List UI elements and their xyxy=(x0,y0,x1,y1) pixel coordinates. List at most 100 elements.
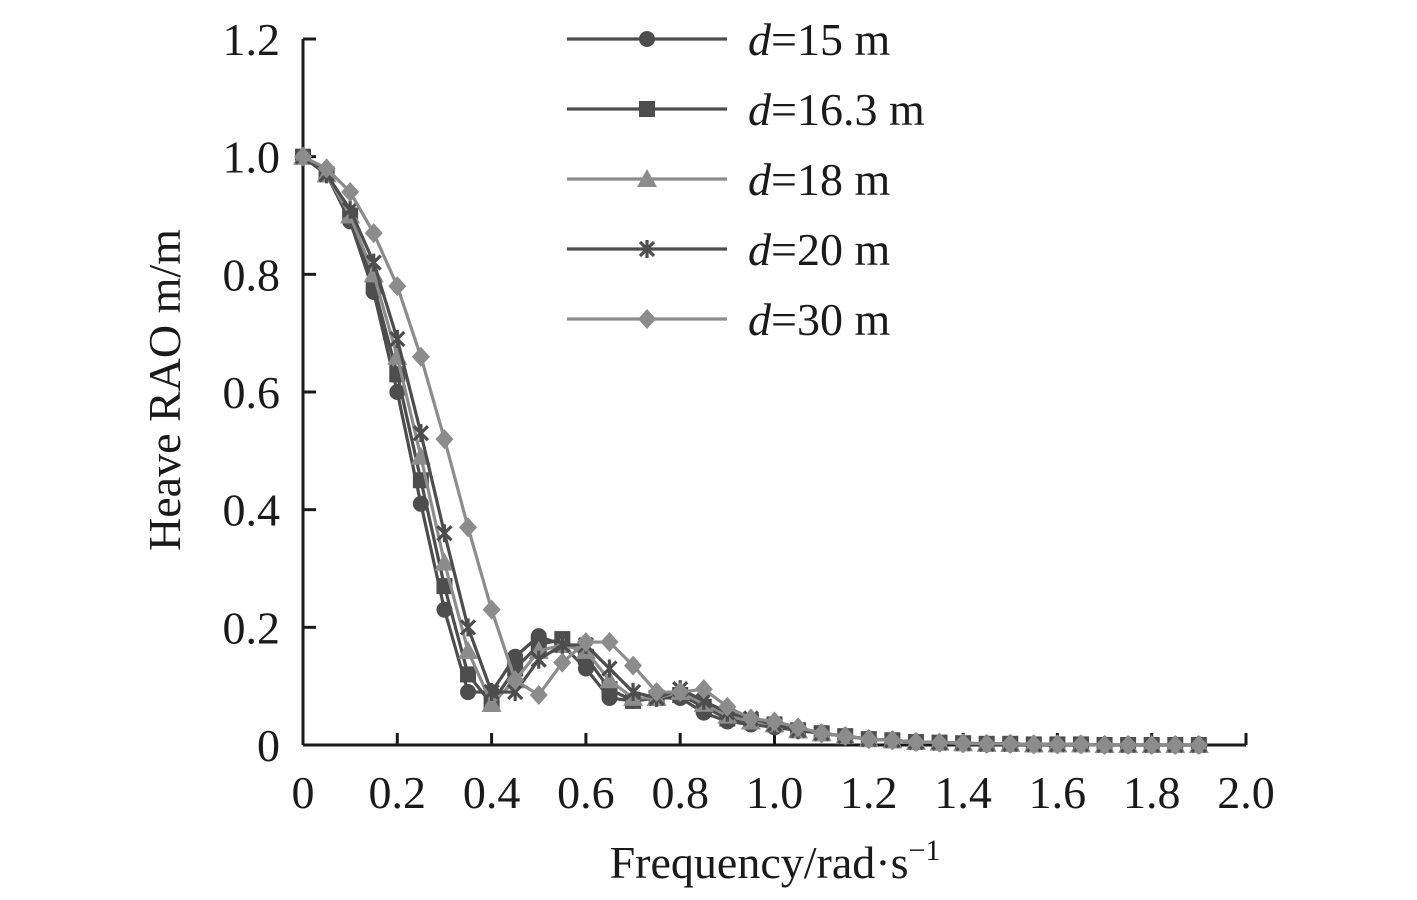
legend-label-var: d xyxy=(748,224,772,275)
data-point xyxy=(647,682,666,703)
x-tick-label: 2.0 xyxy=(1217,767,1275,818)
data-point xyxy=(364,223,383,244)
legend-label: d=15 m xyxy=(748,14,890,65)
x-tick-label: 0.6 xyxy=(557,767,615,818)
data-point xyxy=(694,679,713,700)
data-point xyxy=(1119,735,1138,755)
x-axis-title: Frequency/rad·s−1 xyxy=(610,834,941,888)
data-point xyxy=(481,693,502,712)
y-tick-label: 0.2 xyxy=(223,602,281,653)
legend-label: d=20 m xyxy=(748,224,890,275)
legend-label: d=30 m xyxy=(748,294,890,345)
data-point xyxy=(1071,734,1090,755)
data-point xyxy=(836,726,855,747)
data-point xyxy=(1095,735,1114,755)
x-axis-title-text: Frequency/rad·s xyxy=(610,837,909,888)
data-point xyxy=(317,158,336,179)
y-tick-label: 0.4 xyxy=(223,485,281,536)
data-point xyxy=(765,711,784,732)
legend-marker xyxy=(639,31,655,47)
data-point xyxy=(459,618,477,637)
legend-label-rest: =18 m xyxy=(771,154,890,205)
data-point xyxy=(294,146,312,167)
data-point xyxy=(954,733,973,754)
data-point xyxy=(600,632,619,653)
x-axis-title-sup: −1 xyxy=(908,834,940,867)
legend-entry-5: d=30 m xyxy=(567,294,890,345)
data-point xyxy=(529,684,548,705)
data-point xyxy=(460,666,477,683)
legend-marker xyxy=(639,101,655,117)
data-point xyxy=(624,655,643,676)
data-point xyxy=(1166,735,1185,755)
data-point xyxy=(718,696,737,717)
data-point xyxy=(812,723,831,744)
legend-label-rest: =16.3 m xyxy=(771,84,925,135)
data-point xyxy=(1142,735,1161,755)
legend-label-var: d xyxy=(748,14,772,65)
legend-label-rest: =20 m xyxy=(771,224,890,275)
x-tick-label: 0 xyxy=(292,767,315,818)
data-point xyxy=(624,683,642,702)
data-point xyxy=(1001,733,1020,754)
data-point xyxy=(930,732,949,753)
series-5 xyxy=(294,146,1208,755)
data-point xyxy=(599,670,620,689)
data-point xyxy=(1024,734,1043,755)
legend-label-var: d xyxy=(748,154,772,205)
legend-label-rest: =15 m xyxy=(771,14,890,65)
legend-label-var: d xyxy=(748,294,772,345)
data-point xyxy=(342,200,359,219)
data-point xyxy=(741,708,760,729)
x-tick-label: 1.6 xyxy=(1029,767,1087,818)
data-point xyxy=(576,632,595,653)
data-point xyxy=(553,652,572,673)
legend-marker xyxy=(638,240,656,258)
legend-label-rest: =30 m xyxy=(771,294,890,345)
y-tick-label: 0 xyxy=(257,720,280,771)
data-point xyxy=(460,684,477,701)
legend-label: d=16.3 m xyxy=(748,84,925,135)
data-point xyxy=(1189,735,1208,755)
data-point xyxy=(483,683,500,702)
data-point xyxy=(435,429,454,450)
x-tick-label: 0.4 xyxy=(463,767,521,818)
y-tick-label: 1.2 xyxy=(223,14,281,65)
x-tick-label: 1.4 xyxy=(934,767,992,818)
x-tick-label: 0.8 xyxy=(651,767,709,818)
data-point xyxy=(977,733,996,754)
y-tick-label: 1.0 xyxy=(223,132,281,183)
legend: d=15 md=16.3 md=18 md=20 md=30 m xyxy=(567,14,925,345)
series-layer xyxy=(293,146,1209,755)
data-point xyxy=(671,682,690,703)
data-point xyxy=(388,276,407,297)
data-point xyxy=(411,346,430,367)
legend-marker xyxy=(638,309,656,329)
data-point xyxy=(482,599,501,620)
data-point xyxy=(1048,734,1067,755)
data-point xyxy=(365,253,382,272)
data-point xyxy=(883,730,902,751)
y-tick-label: 0.6 xyxy=(223,367,281,418)
data-point xyxy=(458,640,479,659)
data-point xyxy=(341,181,360,202)
data-point xyxy=(436,524,453,543)
data-point xyxy=(434,552,455,571)
legend-label: d=18 m xyxy=(748,154,890,205)
legend-entry-4: d=20 m xyxy=(567,224,890,275)
data-point xyxy=(601,659,618,678)
legend-entry-1: d=15 m xyxy=(567,14,890,65)
data-point xyxy=(906,732,925,753)
y-axis-title: Heave RAO m/m xyxy=(139,229,190,551)
x-tick-label: 0.2 xyxy=(369,767,427,818)
axes: 0 0.2 0.4 0.6 0.8 1.0 1.2 1.4 1.6 1.8 2.0 0 0.2 0.4 0.… xyxy=(223,14,1275,818)
legend-entry-3: d=18 m xyxy=(567,154,890,205)
legend-label-var: d xyxy=(748,84,772,135)
legend-entry-2: d=16.3 m xyxy=(567,84,925,135)
x-tick-label: 1.2 xyxy=(840,767,898,818)
x-tick-label: 1.0 xyxy=(746,767,804,818)
data-point xyxy=(506,670,525,691)
data-point xyxy=(389,330,406,349)
data-point xyxy=(530,650,547,669)
